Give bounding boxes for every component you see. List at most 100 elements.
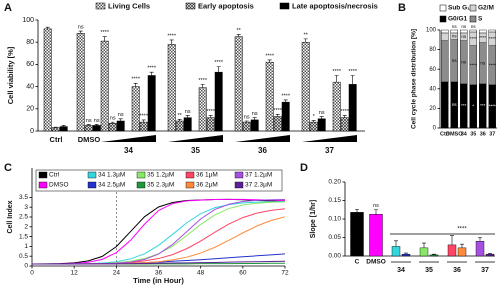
bar	[234, 36, 243, 132]
y-tick-label: 60	[26, 61, 34, 68]
x-tick-label: Ctrl	[50, 135, 63, 144]
bar	[250, 119, 259, 132]
error-bar	[61, 125, 66, 127]
bar	[348, 84, 357, 132]
error-bar	[394, 240, 398, 247]
y-tick-label: 80	[26, 39, 34, 46]
significance-label: ****	[470, 36, 477, 41]
significance-label: ns	[461, 34, 467, 39]
x-tick-label: DMSO	[446, 131, 463, 137]
significance-label: ns	[471, 24, 477, 29]
legend-swatch	[185, 181, 195, 189]
bar	[340, 117, 349, 132]
x-tick-label: C	[355, 259, 360, 266]
y-tick-label: 3	[24, 204, 28, 211]
significance-label: ns	[319, 110, 325, 116]
error-bar	[422, 242, 426, 248]
y-tick-label: 40	[429, 86, 436, 92]
x-tick-label: 60	[239, 270, 247, 277]
panel-label: B	[398, 2, 406, 14]
legend-swatch	[38, 171, 48, 179]
bar	[131, 86, 140, 132]
error-bar	[45, 26, 50, 29]
bar	[206, 117, 215, 132]
bar	[147, 75, 156, 132]
bar	[175, 120, 184, 132]
bar	[369, 213, 383, 257]
bar	[198, 87, 207, 132]
series-line	[32, 199, 286, 265]
bar	[447, 244, 457, 257]
legend-label: S	[478, 16, 483, 23]
error-bar	[350, 75, 355, 85]
legend-swatch	[136, 171, 146, 179]
error-bar	[374, 209, 378, 215]
bar	[485, 253, 495, 257]
legend-label: 35 2.3µM	[147, 182, 174, 189]
bar-segment	[441, 40, 449, 83]
legend-box	[35, 169, 283, 192]
x-tick-label: DMSO	[366, 259, 386, 266]
y-tick-label: 20	[26, 106, 34, 113]
y-axis-label: Cell Index	[7, 200, 14, 233]
y-tick-label: 100	[426, 28, 437, 34]
concentration-wedge	[101, 135, 156, 142]
bar	[265, 61, 274, 132]
significance-label: ****	[147, 66, 156, 72]
error-bar	[355, 209, 359, 213]
x-tick-label: 37	[489, 131, 495, 137]
error-bar	[460, 243, 464, 248]
y-tick-label: 0.15	[328, 197, 341, 204]
group-label: 36	[453, 267, 461, 274]
legend-swatch	[136, 181, 146, 189]
significance-label: ****	[489, 62, 496, 67]
series-line	[32, 201, 286, 265]
bar	[76, 33, 85, 132]
concentration-wedge	[235, 135, 290, 142]
x-tick-label: 48	[197, 270, 205, 277]
concentration-wedge	[302, 135, 357, 142]
x-tick-label: 12	[71, 270, 79, 277]
bar	[59, 126, 68, 132]
legend-swatch	[469, 15, 477, 23]
significance-label: ns	[86, 118, 92, 124]
error-bar	[319, 116, 324, 119]
bar-segment	[441, 81, 449, 129]
y-tick-label: 0	[24, 263, 28, 270]
significance-label: *	[472, 104, 474, 109]
error-bar	[118, 118, 123, 122]
legend-label: G2/M	[478, 5, 494, 12]
x-tick-label: 0	[30, 270, 34, 277]
y-tick-label: 40	[26, 83, 34, 90]
significance-label: ns	[118, 112, 124, 118]
legend-swatch	[279, 2, 290, 10]
group-label: 37	[481, 267, 489, 274]
error-bar	[450, 235, 454, 245]
error-bar	[303, 38, 308, 43]
legend-swatch	[185, 171, 195, 179]
legend-swatch	[469, 4, 477, 12]
y-axis-label: Slope [1/hr]	[310, 200, 317, 239]
legend-swatch	[95, 2, 106, 10]
y-axis-label: Cell cycle phase distribution [%]	[411, 29, 418, 129]
error-bar	[244, 120, 249, 123]
bar	[401, 253, 411, 257]
panel-label: D	[300, 162, 308, 174]
significance-label: *	[313, 114, 316, 120]
legend-label: Late apoptosis/necrosis	[292, 1, 378, 10]
significance-label: **	[237, 28, 242, 34]
significance-label: ****	[167, 33, 176, 39]
error-bar	[236, 34, 241, 37]
bar	[309, 121, 318, 132]
bar	[51, 127, 60, 132]
significance-label: ****	[332, 69, 341, 75]
bar-segment	[469, 29, 478, 33]
error-bar	[252, 117, 257, 120]
x-axis-label: Time (in Hour)	[133, 276, 184, 285]
y-tick-label: 0.05	[328, 234, 341, 241]
legend-label: G0/G1	[448, 16, 468, 23]
error-bar	[488, 253, 492, 255]
bar	[281, 101, 290, 132]
legend-swatch	[38, 181, 48, 189]
error-bar	[216, 66, 221, 73]
